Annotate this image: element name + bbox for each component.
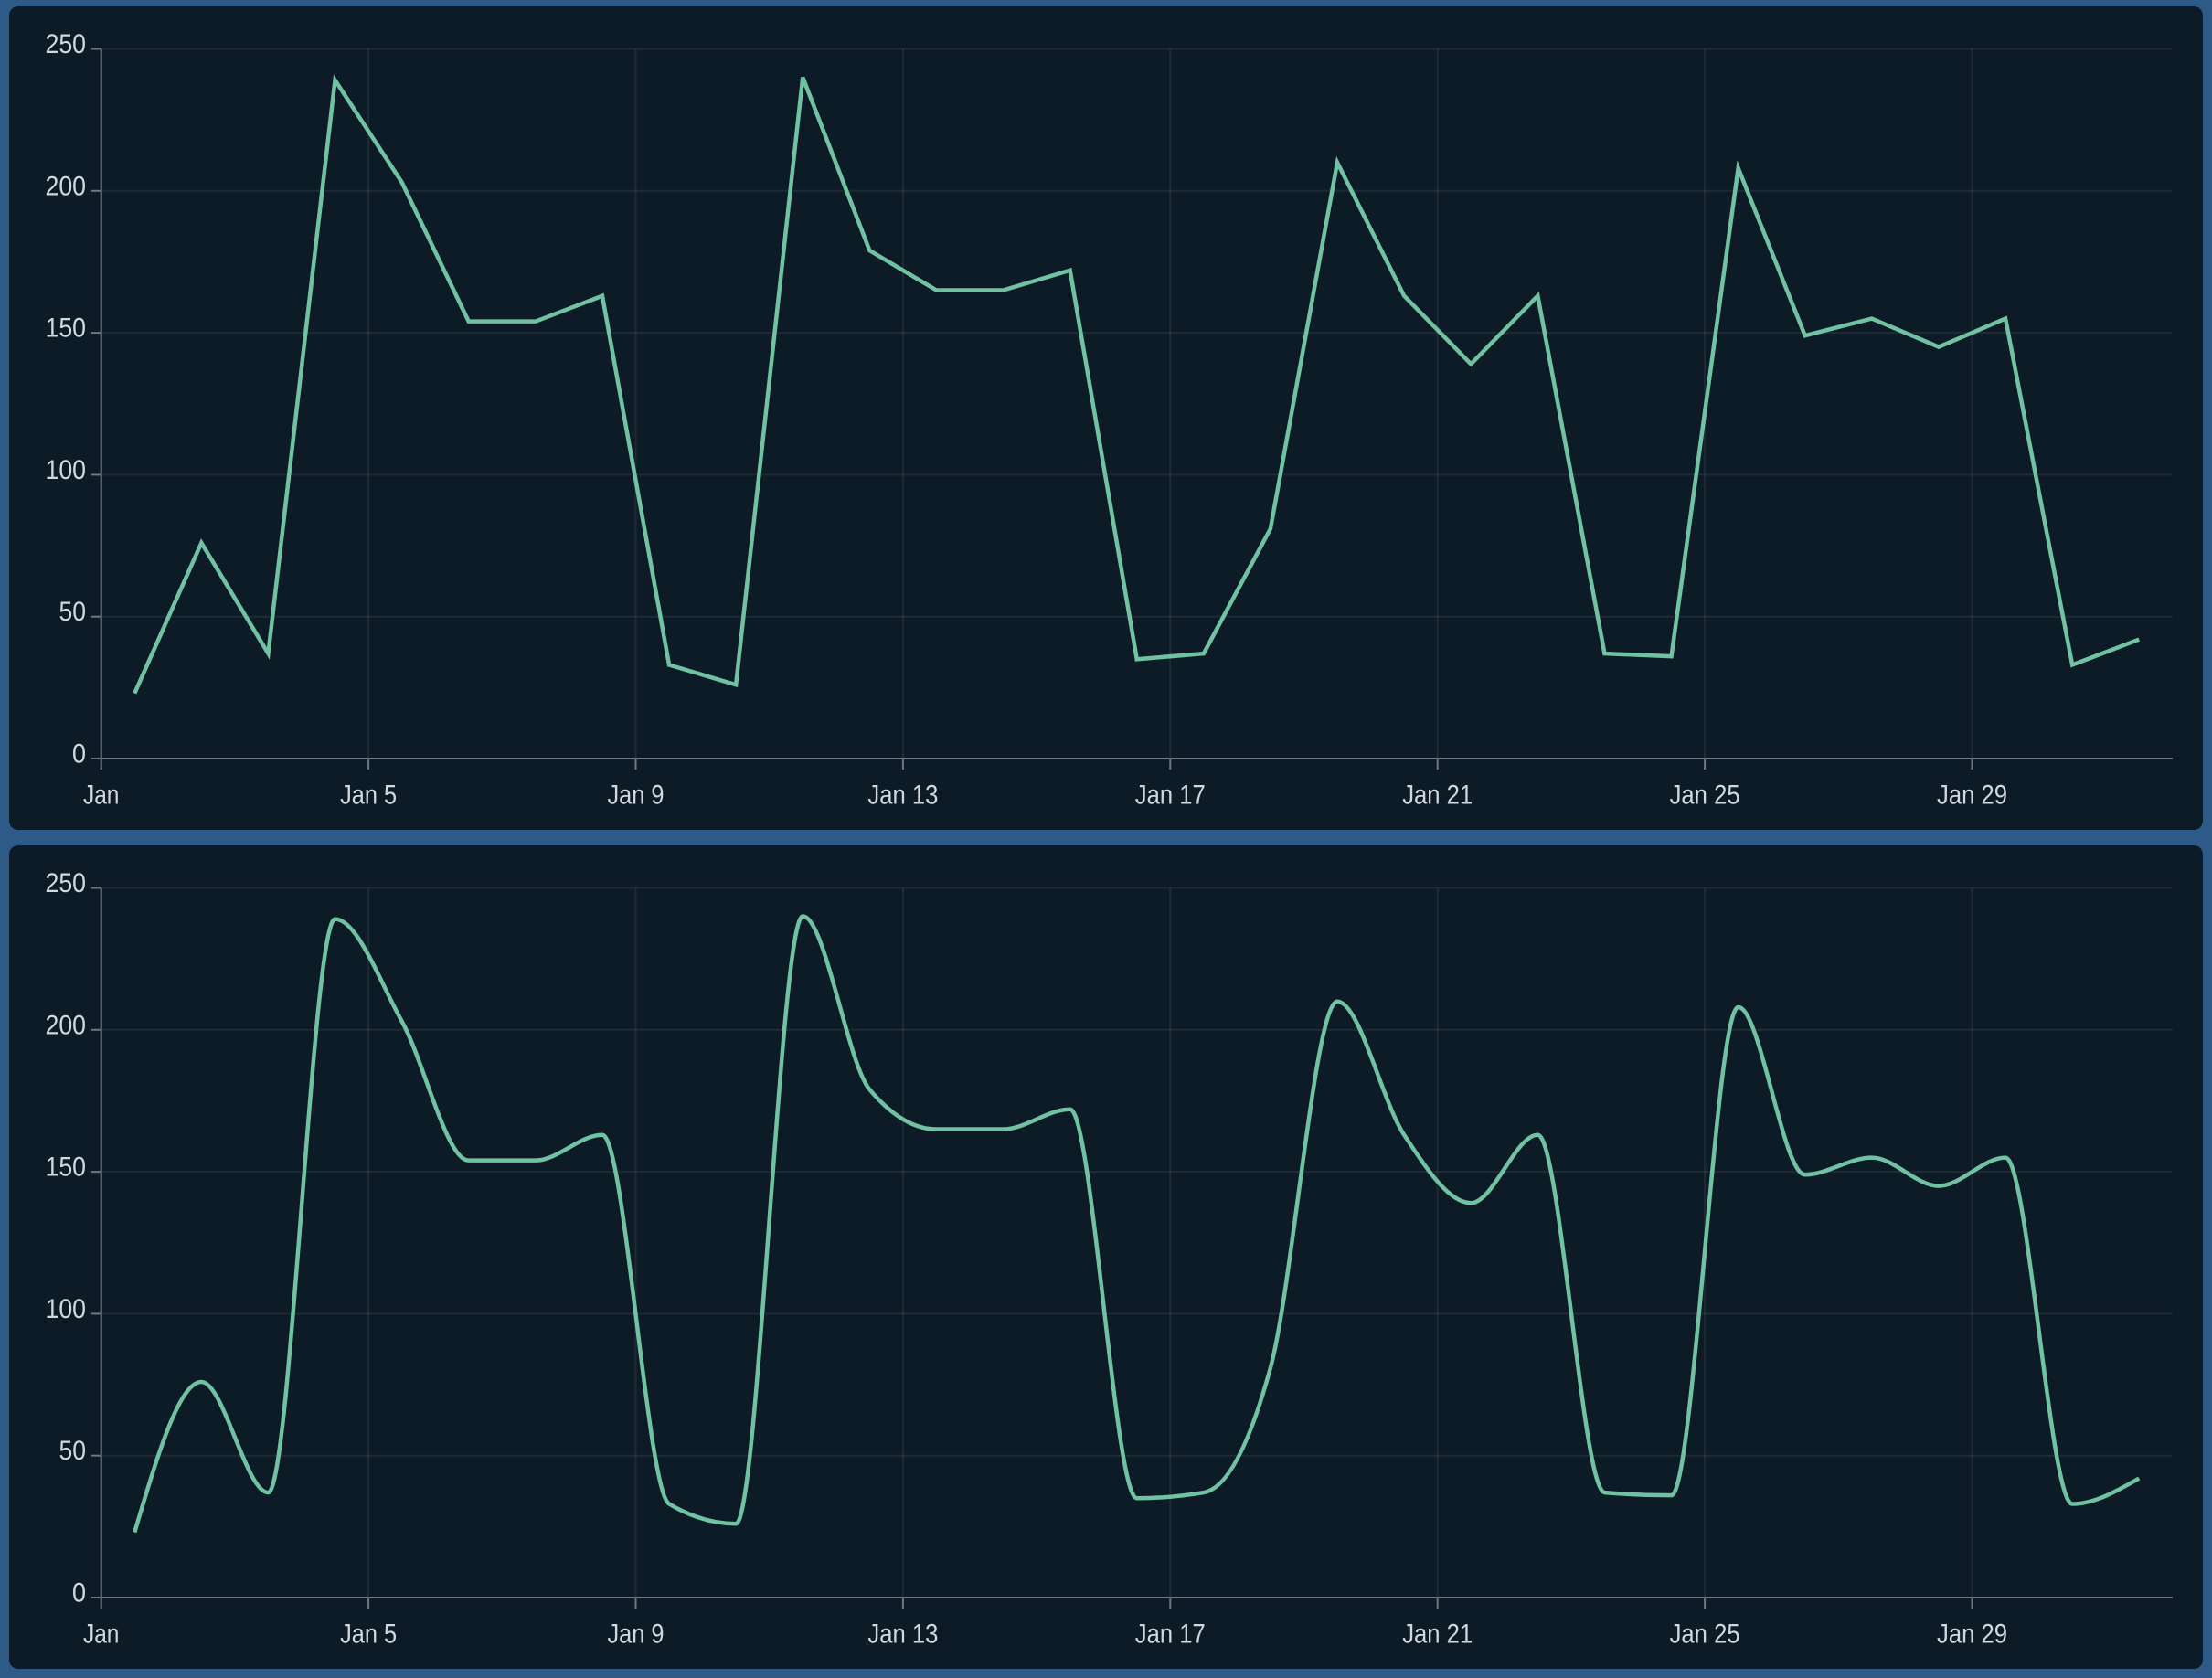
svg-text:0: 0 [72, 1578, 86, 1609]
svg-text:50: 50 [59, 1436, 87, 1466]
svg-text:100: 100 [46, 1294, 87, 1324]
svg-text:Jan 5: Jan 5 [340, 1620, 397, 1650]
svg-text:Jan: Jan [83, 1620, 120, 1650]
svg-text:Jan 21: Jan 21 [1402, 1620, 1473, 1650]
svg-text:150: 150 [46, 313, 87, 344]
svg-text:150: 150 [46, 1152, 87, 1183]
svg-text:Jan 5: Jan 5 [340, 781, 397, 811]
svg-text:50: 50 [59, 597, 87, 627]
svg-text:250: 250 [46, 29, 87, 59]
svg-text:Jan 17: Jan 17 [1135, 781, 1206, 811]
svg-text:Jan 25: Jan 25 [1670, 781, 1740, 811]
svg-text:Jan 29: Jan 29 [1937, 781, 2007, 811]
svg-text:Jan 9: Jan 9 [608, 781, 665, 811]
svg-text:100: 100 [46, 455, 87, 485]
svg-text:Jan 29: Jan 29 [1937, 1620, 2007, 1650]
svg-text:Jan 25: Jan 25 [1670, 1620, 1740, 1650]
svg-text:0: 0 [72, 739, 86, 770]
svg-text:Jan 13: Jan 13 [867, 1620, 938, 1650]
svg-text:Jan 13: Jan 13 [867, 781, 938, 811]
svg-text:Jan 17: Jan 17 [1135, 1620, 1206, 1650]
svg-text:200: 200 [46, 1010, 87, 1040]
svg-text:Jan 9: Jan 9 [608, 1620, 665, 1650]
svg-text:200: 200 [46, 171, 87, 201]
svg-text:Jan 21: Jan 21 [1402, 781, 1473, 811]
svg-text:250: 250 [46, 868, 87, 898]
svg-text:Jan: Jan [83, 781, 120, 811]
